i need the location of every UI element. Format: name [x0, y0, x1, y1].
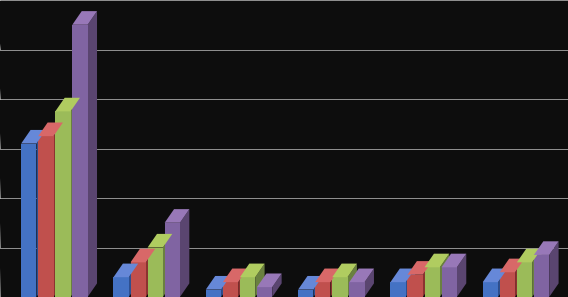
Polygon shape — [38, 122, 63, 136]
Bar — [517, 262, 532, 297]
Polygon shape — [131, 249, 155, 262]
Polygon shape — [440, 254, 449, 297]
Polygon shape — [423, 261, 432, 297]
Polygon shape — [390, 268, 415, 282]
Polygon shape — [331, 268, 340, 297]
Polygon shape — [255, 264, 265, 297]
Polygon shape — [146, 249, 155, 297]
Polygon shape — [298, 276, 323, 290]
Bar — [483, 282, 498, 297]
Polygon shape — [114, 264, 138, 277]
Bar — [131, 262, 146, 297]
Polygon shape — [180, 209, 189, 297]
Polygon shape — [315, 268, 340, 282]
Polygon shape — [515, 259, 524, 297]
Polygon shape — [498, 268, 507, 297]
Polygon shape — [165, 209, 189, 223]
Bar — [257, 287, 272, 297]
Bar — [72, 25, 87, 297]
Polygon shape — [129, 264, 138, 297]
Polygon shape — [348, 264, 357, 297]
Polygon shape — [148, 234, 172, 247]
Polygon shape — [36, 130, 46, 297]
Bar — [500, 272, 515, 297]
Polygon shape — [365, 268, 374, 297]
Polygon shape — [223, 268, 248, 282]
Polygon shape — [72, 11, 97, 25]
Polygon shape — [272, 274, 282, 297]
Polygon shape — [534, 241, 558, 255]
Polygon shape — [163, 234, 172, 297]
Bar — [223, 282, 238, 297]
Polygon shape — [424, 254, 449, 267]
Polygon shape — [500, 259, 524, 272]
Polygon shape — [349, 268, 374, 282]
Polygon shape — [257, 274, 282, 287]
Bar — [21, 143, 36, 297]
Bar — [424, 267, 440, 297]
Polygon shape — [206, 276, 231, 290]
Polygon shape — [55, 98, 80, 111]
Bar — [165, 223, 180, 297]
Bar — [332, 277, 348, 297]
Bar — [390, 282, 406, 297]
Polygon shape — [87, 11, 97, 297]
Polygon shape — [240, 264, 265, 277]
Polygon shape — [53, 122, 63, 297]
Bar — [315, 282, 331, 297]
Bar — [206, 290, 221, 297]
Polygon shape — [221, 276, 231, 297]
Bar — [441, 267, 457, 297]
Polygon shape — [314, 276, 323, 297]
Polygon shape — [517, 249, 541, 262]
Polygon shape — [441, 254, 466, 267]
Polygon shape — [549, 241, 558, 297]
Bar — [240, 277, 255, 297]
Polygon shape — [483, 268, 507, 282]
Bar — [38, 136, 53, 297]
Bar — [349, 282, 365, 297]
Polygon shape — [332, 264, 357, 277]
Bar — [298, 290, 314, 297]
Bar — [55, 111, 70, 297]
Bar — [114, 277, 129, 297]
Bar — [534, 255, 549, 297]
Polygon shape — [407, 261, 432, 275]
Polygon shape — [457, 254, 466, 297]
Bar — [148, 247, 163, 297]
Polygon shape — [532, 249, 541, 297]
Polygon shape — [406, 268, 415, 297]
Polygon shape — [238, 268, 248, 297]
Polygon shape — [70, 98, 80, 297]
Polygon shape — [21, 130, 46, 143]
Bar — [407, 275, 423, 297]
